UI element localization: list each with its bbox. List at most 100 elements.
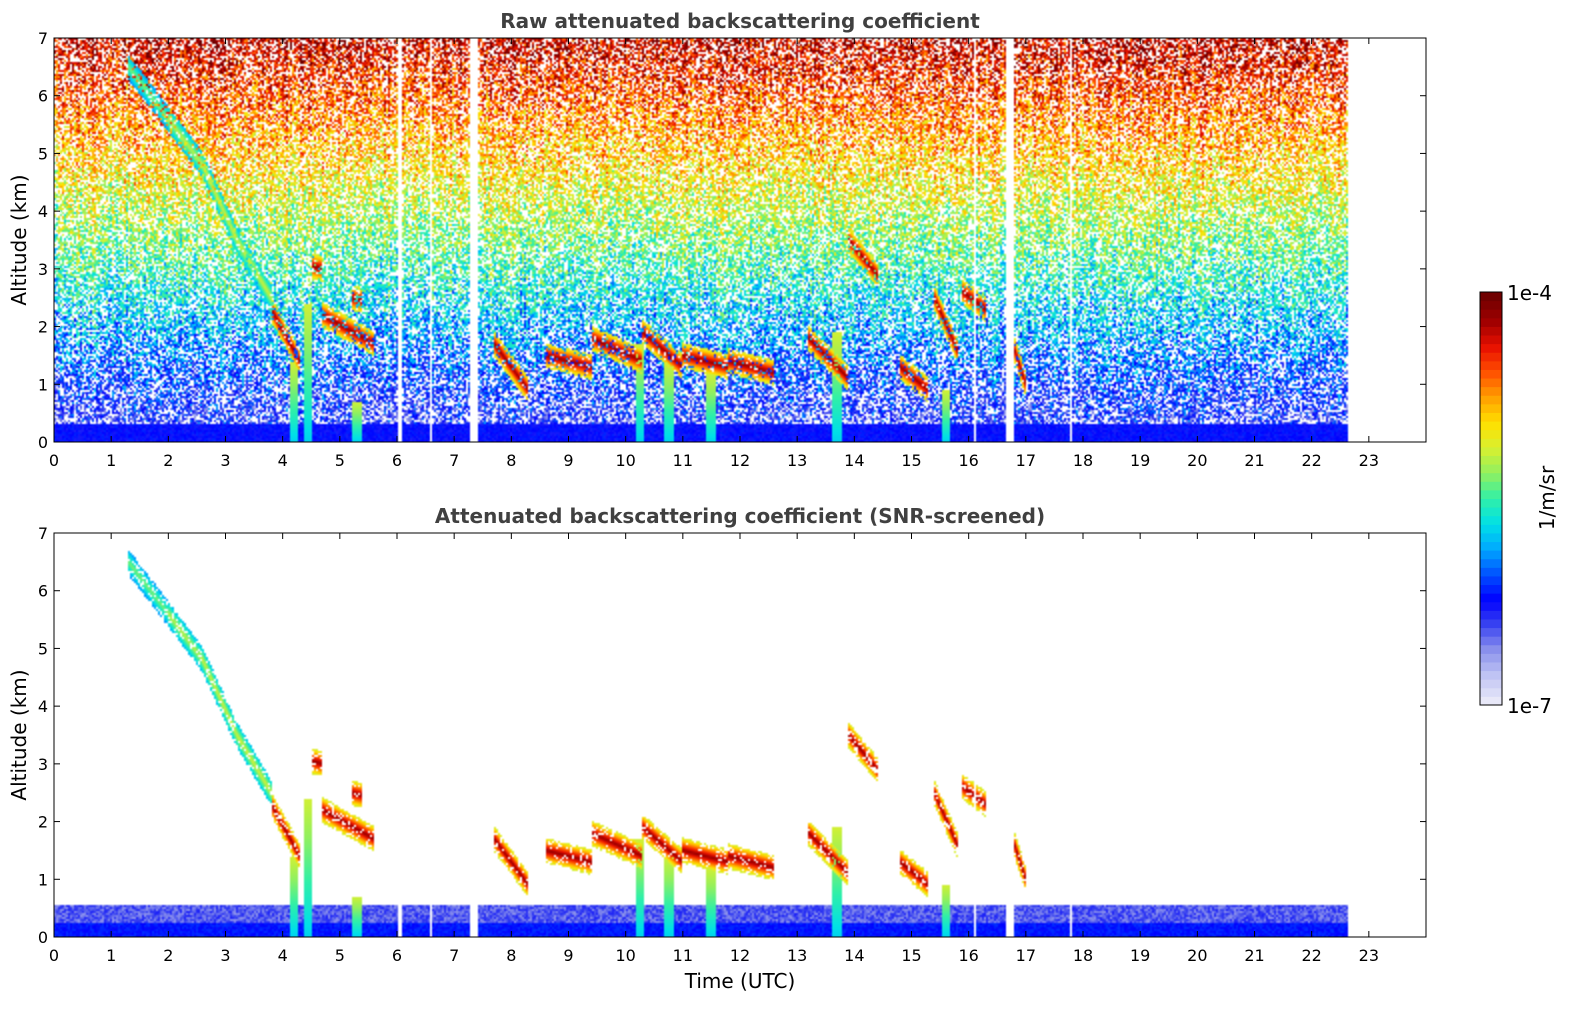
x-tick-label: 17 bbox=[1016, 451, 1036, 470]
colorbar-swatch bbox=[1480, 335, 1502, 345]
colorbar-swatch bbox=[1480, 343, 1502, 353]
x-tick-label: 11 bbox=[673, 946, 693, 965]
x-tick-label: 15 bbox=[901, 451, 921, 470]
colorbar-swatch bbox=[1480, 489, 1502, 499]
x-tick-label: 7 bbox=[449, 451, 459, 470]
raw-panel-title: Raw attenuated backscattering coefficien… bbox=[500, 9, 980, 33]
x-tick-label: 20 bbox=[1187, 451, 1207, 470]
x-tick-label: 1 bbox=[106, 451, 116, 470]
colorbar-swatch bbox=[1480, 464, 1502, 474]
colorbar-swatch bbox=[1480, 360, 1502, 370]
x-tick-label: 0 bbox=[49, 451, 59, 470]
x-tick-label: 4 bbox=[278, 451, 288, 470]
colorbar-swatch bbox=[1480, 395, 1502, 405]
colorbar-swatch bbox=[1480, 601, 1502, 611]
x-tick-label: 21 bbox=[1244, 451, 1264, 470]
colorbar-swatch bbox=[1480, 352, 1502, 362]
colorbar-swatch bbox=[1480, 679, 1502, 689]
x-tick-label: 0 bbox=[49, 946, 59, 965]
x-tick-label: 14 bbox=[844, 946, 864, 965]
raw-axes: 0 1 2 3 4 5 6 7 8 9 10 11 12 13 14 15 16 17 18 19 20 21 22 2301… bbox=[38, 29, 1426, 470]
y-tick-label: 1 bbox=[38, 870, 48, 889]
x-tick-label: 7 bbox=[449, 946, 459, 965]
y-tick-label: 2 bbox=[38, 813, 48, 832]
y-tick-label: 7 bbox=[38, 524, 48, 543]
colorbar-swatch bbox=[1480, 610, 1502, 620]
colorbar-swatch bbox=[1480, 472, 1502, 482]
x-tick-label: 9 bbox=[563, 451, 573, 470]
snr-heatmap-plot bbox=[53, 532, 1427, 938]
colorbar-swatch bbox=[1480, 541, 1502, 551]
colorbar-swatch bbox=[1480, 687, 1502, 697]
colorbar-swatch bbox=[1480, 593, 1502, 603]
y-tick-label: 3 bbox=[38, 260, 48, 279]
x-tick-label: 23 bbox=[1359, 451, 1379, 470]
colorbar-swatch bbox=[1480, 627, 1502, 637]
x-tick-label: 16 bbox=[958, 451, 978, 470]
colorbar-unit-label: 1/m/sr bbox=[1535, 465, 1559, 530]
y-tick-label: 5 bbox=[38, 144, 48, 163]
y-tick-label: 7 bbox=[38, 29, 48, 48]
raw-y-axis-label: Altitude (km) bbox=[7, 174, 31, 305]
snr-heatmap-image bbox=[54, 533, 1426, 937]
colorbar-swatch bbox=[1480, 532, 1502, 543]
snr-axes: 0 1 2 3 4 5 6 7 8 9 10 11 12 13 14 15 16 17 18 19 20 21 22 2301… bbox=[38, 524, 1426, 965]
x-tick-label: 3 bbox=[220, 451, 230, 470]
x-tick-label: 12 bbox=[730, 946, 750, 965]
colorbar-blocks bbox=[1480, 292, 1502, 706]
y-tick-label: 4 bbox=[38, 697, 48, 716]
colorbar-swatch bbox=[1480, 429, 1502, 439]
colorbar-swatch bbox=[1480, 524, 1502, 534]
colorbar-swatch bbox=[1480, 300, 1502, 310]
y-tick-label: 0 bbox=[38, 433, 48, 452]
x-tick-label: 14 bbox=[844, 451, 864, 470]
colorbar-swatch bbox=[1480, 618, 1502, 629]
colorbar-swatch bbox=[1480, 696, 1502, 706]
colorbar-frame bbox=[1479, 291, 1503, 706]
x-tick-label: 17 bbox=[1016, 946, 1036, 965]
colorbar-swatch bbox=[1480, 670, 1502, 680]
colorbar-swatch bbox=[1480, 636, 1502, 646]
raw-heatmap-image bbox=[54, 38, 1426, 442]
x-tick-label: 18 bbox=[1073, 451, 1093, 470]
x-tick-label: 12 bbox=[730, 451, 750, 470]
colorbar-max-label: 1e-4 bbox=[1507, 281, 1552, 305]
x-tick-label: 8 bbox=[506, 946, 516, 965]
colorbar-swatch bbox=[1480, 575, 1502, 586]
y-tick-label: 3 bbox=[38, 755, 48, 774]
x-tick-label: 22 bbox=[1301, 451, 1321, 470]
colorbar-swatch bbox=[1480, 369, 1502, 379]
y-tick-label: 6 bbox=[38, 87, 48, 106]
colorbar-swatch bbox=[1480, 498, 1502, 508]
colorbar-swatch bbox=[1480, 567, 1502, 577]
colorbar-min-label: 1e-7 bbox=[1507, 694, 1552, 718]
raw-backscatter-panel: Raw attenuated backscattering coefficien… bbox=[7, 9, 1427, 470]
x-axis-label: Time (UTC) bbox=[684, 969, 796, 993]
colorbar-swatch bbox=[1480, 421, 1502, 431]
x-tick-label: 16 bbox=[958, 946, 978, 965]
colorbar: 1e-4 1e-7 1/m/sr bbox=[1479, 281, 1559, 718]
x-tick-label: 21 bbox=[1244, 946, 1264, 965]
x-tick-label: 5 bbox=[335, 451, 345, 470]
x-tick-label: 1 bbox=[106, 946, 116, 965]
snr-screened-panel: Attenuated backscattering coefficient (S… bbox=[7, 504, 1427, 993]
y-tick-label: 6 bbox=[38, 582, 48, 601]
colorbar-swatch bbox=[1480, 661, 1502, 672]
x-tick-label: 6 bbox=[392, 946, 402, 965]
colorbar-swatch bbox=[1480, 326, 1502, 336]
colorbar-swatch bbox=[1480, 403, 1502, 413]
x-tick-label: 13 bbox=[787, 946, 807, 965]
x-tick-label: 6 bbox=[392, 451, 402, 470]
snr-y-axis-label: Altitude (km) bbox=[7, 669, 31, 800]
snr-panel-title: Attenuated backscattering coefficient (S… bbox=[435, 504, 1045, 528]
colorbar-swatch bbox=[1480, 438, 1502, 448]
x-tick-label: 10 bbox=[615, 946, 635, 965]
colorbar-swatch bbox=[1480, 446, 1502, 456]
colorbar-swatch bbox=[1480, 386, 1502, 396]
raw-heatmap-plot bbox=[53, 37, 1427, 443]
colorbar-swatch bbox=[1480, 412, 1502, 422]
x-tick-label: 5 bbox=[335, 946, 345, 965]
colorbar-swatch bbox=[1480, 644, 1502, 654]
x-tick-label: 2 bbox=[163, 451, 173, 470]
